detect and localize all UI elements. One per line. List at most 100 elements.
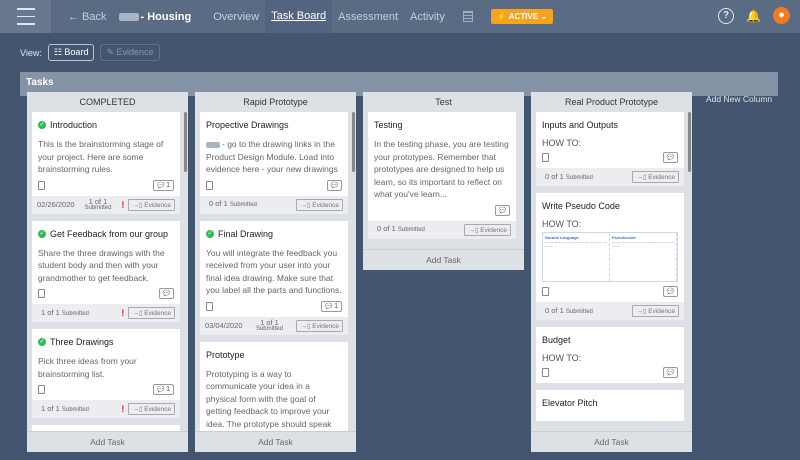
scrollbar[interactable] (688, 112, 691, 172)
task-card[interactable]: ✓ Introduction This is the brainstorming s… (32, 112, 180, 214)
card-icons: 💬 (542, 367, 678, 378)
check-icon: ✓ (206, 229, 214, 238)
evidence-button[interactable]: →▯ Evidence (128, 198, 175, 211)
comment-button[interactable]: 💬 (326, 179, 342, 191)
top-bar: ← Back - Housing Overview Task Board Ass… (0, 0, 800, 33)
clipboard-icon[interactable] (206, 301, 213, 311)
board-view-button[interactable]: ☷ Board (47, 44, 95, 61)
card-body: Elevator Pitch (536, 390, 684, 421)
back-link[interactable]: ← Back (68, 10, 107, 23)
card-icons: 💬 (206, 179, 342, 191)
card-title-row: ✓ Final Drawing (206, 229, 342, 239)
board-column: Rapid Prototype Propective Drawings - go t… (195, 92, 356, 452)
comment-icon: 💬 (162, 291, 170, 297)
card-body: Testing In the testing phase, you are tes… (368, 112, 516, 221)
evidence-button[interactable]: →▯ Evidence (632, 305, 679, 317)
add-task-button[interactable]: Add Task (27, 431, 188, 452)
card-title: Get Feedback from our group (50, 228, 169, 239)
task-card[interactable]: ✓ Final Drawing You will integrate the fee… (200, 220, 348, 335)
task-card[interactable] (32, 425, 180, 431)
add-task-button[interactable]: Add Task (195, 431, 356, 452)
clipboard-icon[interactable] (206, 180, 213, 190)
clipboard-icon[interactable] (542, 287, 549, 296)
spreadsheet-icon[interactable] (462, 11, 473, 22)
submitted-label: Submitted (565, 174, 593, 181)
card-icons: 💬 (374, 204, 510, 216)
card-description: Prototyping is a way to communicate your… (206, 368, 342, 432)
task-card[interactable]: ✓ Three Drawings Pick three ideas from you… (32, 329, 180, 418)
evidence-button[interactable]: →▯ Evidence (296, 319, 343, 332)
task-card[interactable]: Elevator Pitch (536, 390, 684, 421)
scrollbar[interactable] (184, 112, 187, 172)
card-description-text: Prototyping is a way to communicate your… (206, 368, 332, 429)
status-dropdown[interactable]: ⚡ ACTIVE ⌄ (490, 9, 554, 24)
add-new-column-button[interactable]: Add New Column (706, 94, 773, 104)
evidence-button[interactable]: →▯ Evidence (128, 307, 175, 319)
submitted-label: Submitted (255, 325, 283, 332)
card-title: Final Drawing (218, 228, 274, 239)
comment-button[interactable]: 💬 (662, 367, 678, 378)
task-card[interactable]: Budget HOW TO: 💬 (536, 327, 684, 383)
board-column: COMPLETED ✓ Introduction This is the brains… (27, 92, 188, 452)
card-body: ✓ Three Drawings Pick three ideas from you… (32, 329, 180, 400)
submission-count-value: 0 of 1 (377, 224, 396, 233)
comment-button[interactable]: 💬 (158, 288, 174, 299)
menu-icon[interactable] (0, 0, 51, 33)
comment-button[interactable]: 💬 1 (320, 300, 342, 312)
submission-count: 0 of 1 Submitted (545, 172, 628, 182)
task-card[interactable]: Testing In the testing phase, you are tes… (368, 112, 516, 239)
task-card[interactable]: Write Pseudo Code HOW TO: Normal Language —… (536, 193, 684, 320)
clipboard-icon[interactable] (38, 289, 45, 298)
help-icon[interactable]: ? (718, 7, 735, 24)
image-panel-heading: Pseudocode (612, 235, 636, 240)
evidence-button[interactable]: →▯ Evidence (632, 171, 679, 183)
clipboard-icon[interactable] (542, 368, 549, 377)
card-list: ✓ Introduction This is the brainstorming s… (27, 112, 188, 431)
image-panel: Pseudocode — — — — — — — — — — — — — — — … (610, 233, 677, 281)
bell-icon[interactable]: 🔔 (746, 8, 761, 23)
evidence-button[interactable]: →▯ Evidence (128, 403, 175, 415)
submission-count-value: 0 of 1 (209, 199, 228, 208)
tab-activity[interactable]: Activity (410, 10, 445, 23)
add-task-button[interactable]: Add Task (363, 249, 524, 270)
card-list: Testing In the testing phase, you are tes… (363, 112, 524, 249)
card-list: Inputs and Outputs HOW TO: 💬 0 of 1 Submit… (531, 112, 692, 431)
card-body: ✓ Get Feedback from our group Share the th… (32, 221, 180, 305)
comment-button[interactable]: 💬 1 (152, 384, 174, 395)
task-card[interactable]: ✓ Get Feedback from our group Share the th… (32, 220, 180, 322)
task-card[interactable]: Propective Drawings - go to the drawing l… (200, 112, 348, 214)
clipboard-icon[interactable] (38, 385, 45, 394)
card-description: This is the brainstorming stage of your … (38, 138, 174, 176)
view-label: View: (20, 47, 42, 58)
card-body: ✓ Introduction This is the brainstorming s… (32, 112, 180, 196)
evidence-button[interactable]: →▯ Evidence (296, 198, 343, 211)
card-description-text: Share the three drawings with the studen… (38, 247, 165, 283)
comment-icon: 💬 (324, 303, 335, 310)
evidence-view-button[interactable]: ✎ Evidence (100, 44, 160, 61)
card-footer: 1 of 1 Submitted! →▯ Evidence (32, 400, 180, 418)
card-body: Prototype Prototyping is a way to communi… (200, 342, 348, 432)
tab-assessment[interactable]: Assessment (338, 10, 399, 23)
tab-overview[interactable]: Overview (213, 10, 260, 23)
comment-count: 1 (166, 386, 170, 393)
scrollbar[interactable] (352, 112, 355, 172)
card-description: Pick three ideas from your brainstorming… (38, 355, 174, 380)
card-title-row: Testing (374, 120, 510, 130)
task-card[interactable]: Inputs and Outputs HOW TO: 💬 0 of 1 Submit… (536, 112, 684, 186)
clipboard-icon[interactable] (542, 153, 549, 162)
clipboard-icon[interactable] (38, 180, 45, 190)
comment-button[interactable]: 💬 (662, 286, 678, 297)
comment-button[interactable]: 💬 1 (152, 179, 174, 191)
comment-button[interactable]: 💬 (662, 152, 678, 163)
comment-button[interactable]: 💬 (494, 204, 510, 216)
comment-icon: 💬 (666, 155, 674, 161)
tab-task-board[interactable]: Task Board (265, 0, 333, 33)
add-task-button[interactable]: Add Task (531, 431, 692, 452)
card-body (32, 425, 180, 431)
task-card[interactable]: Prototype Prototyping is a way to communi… (200, 341, 348, 432)
column-title: COMPLETED (79, 97, 136, 107)
evidence-button[interactable]: →▯ Evidence (464, 223, 511, 236)
submission-count-value: 1 of 1 (88, 196, 108, 206)
avatar[interactable]: ● (773, 7, 790, 24)
comment-icon: 💬 (156, 182, 167, 189)
